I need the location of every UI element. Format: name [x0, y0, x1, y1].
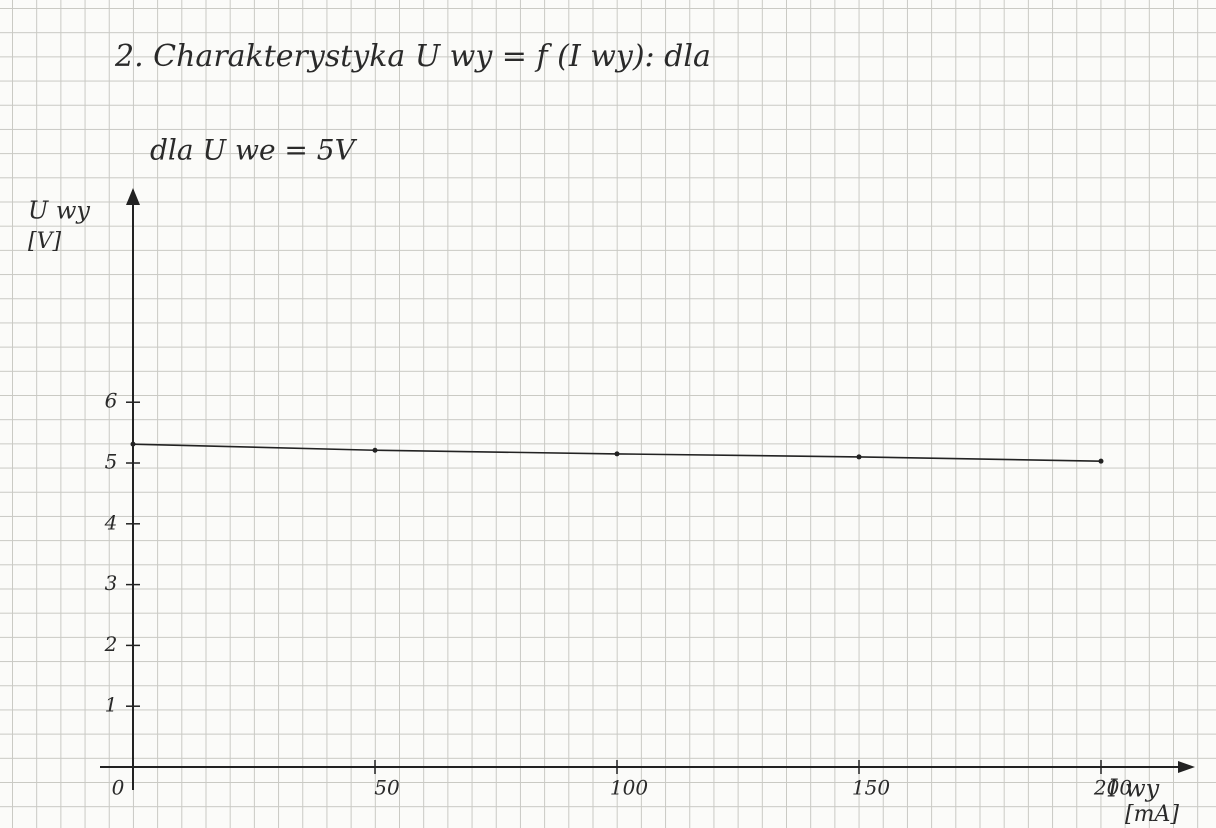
- data-point: [614, 451, 620, 457]
- x-tick-label: 200: [1093, 776, 1132, 800]
- x-axis-arrow: [1178, 761, 1195, 773]
- y-tick-label: 4: [104, 510, 118, 534]
- x-tick-label: 150: [852, 776, 890, 800]
- chart-subtitle: dla U we = 5V: [150, 134, 358, 167]
- data-point: [372, 447, 378, 453]
- y-tick-label: 2: [104, 632, 118, 656]
- chart-title: 2. Charakterystyka U wy = f (I wy): dla: [114, 39, 711, 74]
- y-axis-arrow: [126, 188, 140, 205]
- x-tick-label: 0: [112, 776, 125, 800]
- y-axis-unit: [V]: [28, 229, 61, 254]
- data-point: [1098, 458, 1104, 464]
- data-point: [130, 441, 136, 447]
- data-point: [856, 454, 862, 460]
- y-axis-label: U wy: [28, 197, 90, 225]
- y-tick-label: 3: [105, 571, 118, 595]
- x-tick-label: 100: [610, 776, 648, 800]
- y-tick-label: 5: [105, 450, 118, 474]
- y-tick-label: 1: [105, 693, 118, 717]
- x-axis-unit: [mA]: [1125, 802, 1179, 827]
- x-axis-label: I wy: [1107, 775, 1160, 803]
- y-tick-label: 6: [105, 389, 118, 413]
- x-tick-label: 50: [374, 776, 400, 800]
